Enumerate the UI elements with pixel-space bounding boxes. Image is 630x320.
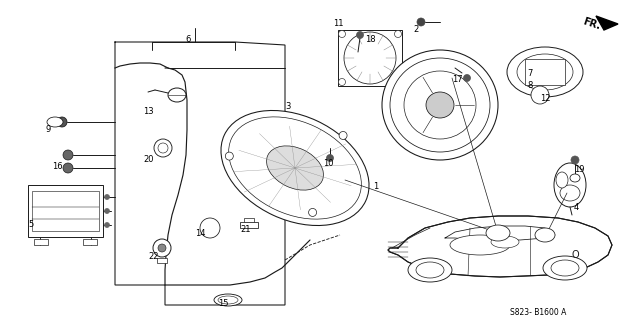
Ellipse shape bbox=[105, 222, 110, 228]
Ellipse shape bbox=[200, 218, 220, 238]
Ellipse shape bbox=[491, 236, 519, 248]
Ellipse shape bbox=[338, 78, 345, 85]
Text: 18: 18 bbox=[365, 35, 375, 44]
Text: 12: 12 bbox=[540, 94, 551, 103]
Text: 16: 16 bbox=[52, 162, 62, 171]
Text: 7: 7 bbox=[527, 69, 532, 78]
Ellipse shape bbox=[47, 117, 63, 127]
Text: S823- B1600 A: S823- B1600 A bbox=[510, 308, 566, 317]
Polygon shape bbox=[388, 216, 612, 277]
Ellipse shape bbox=[394, 30, 401, 37]
Text: 11: 11 bbox=[333, 19, 343, 28]
Text: 1: 1 bbox=[373, 182, 378, 191]
Ellipse shape bbox=[105, 209, 110, 213]
Text: 4: 4 bbox=[574, 203, 579, 212]
Ellipse shape bbox=[326, 155, 333, 162]
Ellipse shape bbox=[309, 208, 317, 216]
Ellipse shape bbox=[357, 31, 364, 38]
Text: 9: 9 bbox=[45, 125, 50, 134]
Ellipse shape bbox=[158, 143, 168, 153]
Ellipse shape bbox=[486, 225, 510, 241]
Ellipse shape bbox=[221, 110, 369, 226]
Text: 3: 3 bbox=[285, 102, 290, 111]
Ellipse shape bbox=[570, 174, 580, 182]
Ellipse shape bbox=[63, 163, 73, 173]
Ellipse shape bbox=[408, 258, 452, 282]
Ellipse shape bbox=[560, 185, 580, 201]
Text: FR.: FR. bbox=[582, 16, 602, 32]
Ellipse shape bbox=[153, 239, 171, 257]
Ellipse shape bbox=[63, 150, 73, 160]
Ellipse shape bbox=[531, 86, 549, 104]
Bar bbox=[32, 191, 99, 231]
Ellipse shape bbox=[404, 71, 476, 139]
Ellipse shape bbox=[554, 163, 586, 207]
Text: 21: 21 bbox=[240, 225, 251, 234]
Ellipse shape bbox=[571, 156, 579, 164]
Ellipse shape bbox=[266, 146, 323, 190]
Bar bbox=[240, 222, 258, 228]
Ellipse shape bbox=[204, 222, 216, 234]
Ellipse shape bbox=[214, 294, 242, 306]
Bar bbox=[157, 258, 167, 263]
Ellipse shape bbox=[556, 172, 568, 188]
Text: 13: 13 bbox=[143, 107, 154, 116]
Text: 20: 20 bbox=[143, 155, 154, 164]
Ellipse shape bbox=[382, 50, 498, 160]
Text: O: O bbox=[571, 250, 579, 260]
Ellipse shape bbox=[507, 47, 583, 97]
Ellipse shape bbox=[450, 235, 510, 255]
Ellipse shape bbox=[226, 152, 233, 160]
Ellipse shape bbox=[416, 262, 444, 278]
Ellipse shape bbox=[154, 139, 172, 157]
Bar bbox=[244, 218, 254, 222]
Text: 2: 2 bbox=[413, 25, 418, 34]
Bar bbox=[338, 30, 402, 86]
Ellipse shape bbox=[344, 32, 396, 84]
Text: 22: 22 bbox=[148, 252, 159, 261]
Text: 6: 6 bbox=[185, 35, 190, 44]
Ellipse shape bbox=[339, 132, 347, 140]
Ellipse shape bbox=[158, 244, 166, 252]
Ellipse shape bbox=[218, 296, 238, 304]
Ellipse shape bbox=[535, 65, 555, 79]
Text: 5: 5 bbox=[28, 220, 33, 229]
Ellipse shape bbox=[57, 117, 67, 127]
Ellipse shape bbox=[394, 78, 401, 85]
Bar bbox=[34, 239, 48, 245]
Text: 19: 19 bbox=[574, 165, 585, 174]
Ellipse shape bbox=[535, 228, 555, 242]
Ellipse shape bbox=[338, 30, 345, 37]
Ellipse shape bbox=[464, 75, 471, 82]
Ellipse shape bbox=[168, 88, 186, 102]
Ellipse shape bbox=[105, 195, 110, 199]
Bar bbox=[83, 239, 97, 245]
Text: 15: 15 bbox=[218, 299, 229, 308]
Ellipse shape bbox=[426, 92, 454, 118]
Ellipse shape bbox=[417, 18, 425, 26]
Bar bbox=[28, 185, 103, 237]
Text: 17: 17 bbox=[452, 75, 462, 84]
Ellipse shape bbox=[390, 58, 490, 152]
Ellipse shape bbox=[517, 54, 573, 90]
Ellipse shape bbox=[534, 89, 546, 101]
Ellipse shape bbox=[229, 117, 362, 219]
Text: 14: 14 bbox=[195, 229, 205, 238]
Text: 8: 8 bbox=[527, 81, 532, 90]
Ellipse shape bbox=[551, 260, 579, 276]
Polygon shape bbox=[596, 16, 618, 30]
Ellipse shape bbox=[543, 256, 587, 280]
Bar bbox=[525, 59, 565, 85]
Text: 10: 10 bbox=[323, 159, 333, 168]
